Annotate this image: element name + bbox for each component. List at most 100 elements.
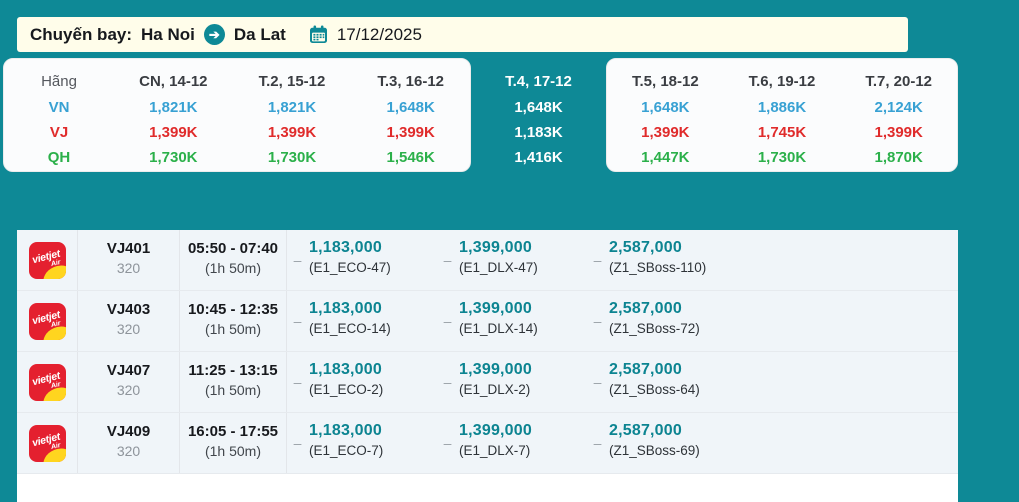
fare-price: 2,587,000: [609, 422, 682, 439]
fare-option[interactable]: – 2,587,000 (Z1_SBoss-69): [591, 413, 741, 473]
calendar-day-header: T.5, 18-12: [631, 73, 699, 90]
calendar-price: 1,745K: [757, 124, 807, 141]
flight-number: VJ409: [106, 423, 151, 440]
fare-price: 2,587,000: [609, 300, 682, 317]
route-label: Chuyến bay:: [30, 24, 133, 44]
flight-row[interactable]: vietjet Air VJ409 320 16:05 - 17:55 (1h …: [17, 413, 958, 474]
aircraft-type: 320: [116, 321, 141, 337]
airline-logo-cell: vietjet Air: [17, 291, 78, 351]
calendar-day-column[interactable]: T.7, 20-12 2,124K 1,399K 1,870K: [840, 69, 957, 171]
vietjet-logo: vietjet Air: [28, 302, 66, 340]
fare-dash: –: [293, 252, 302, 268]
fare-price: 1,399,000: [459, 300, 532, 317]
fare-detail: 2,587,000 (Z1_SBoss-69): [609, 422, 700, 458]
flight-number-cell: VJ409 320: [78, 413, 180, 473]
calendar-airline-code: QH: [47, 149, 71, 166]
origin-city: Ha Noi: [141, 24, 195, 44]
fare-price: 1,399,000: [459, 422, 532, 439]
flight-list: vietjet Air VJ401 320 05:50 - 07:40 (1h …: [17, 230, 958, 502]
calendar-price: 1,546K: [386, 149, 435, 166]
calendar-price: 1,870K: [874, 149, 923, 166]
calendar-price: 1,821K: [149, 99, 198, 116]
flight-duration: (1h 50m): [204, 382, 262, 398]
calendar-price: 2,124K: [874, 99, 923, 116]
flight-number: VJ401: [106, 240, 151, 257]
calendar-price: 1,183K: [514, 124, 563, 141]
calendar-price: 1,730K: [757, 149, 807, 166]
fare-options: – 1,183,000 (E1_ECO-14) – 1,399,000 (E1_…: [287, 291, 741, 351]
fare-option[interactable]: – 1,399,000 (E1_DLX-7): [441, 413, 591, 473]
flight-number-cell: VJ403 320: [78, 291, 180, 351]
fare-option[interactable]: – 1,399,000 (E1_DLX-2): [441, 352, 591, 412]
fare-dash: –: [593, 313, 602, 329]
fare-options: – 1,183,000 (E1_ECO-7) – 1,399,000 (E1_D…: [287, 413, 741, 473]
fare-class-code: (E1_ECO-47): [309, 260, 391, 275]
aircraft-type: 320: [116, 382, 141, 398]
calendar-day-column[interactable]: T.2, 15-12 1,821K 1,399K 1,730K: [233, 69, 352, 171]
fare-option[interactable]: – 2,587,000 (Z1_SBoss-64): [591, 352, 741, 412]
calendar-price: 1,416K: [514, 149, 563, 166]
calendar-day-column[interactable]: CN, 14-12 1,821K 1,399K 1,730K: [114, 69, 233, 171]
fare-option[interactable]: – 1,399,000 (E1_DLX-47): [441, 230, 591, 290]
airline-logo-cell: vietjet Air: [17, 230, 78, 290]
flight-row[interactable]: vietjet Air VJ407 320 11:25 - 13:15 (1h …: [17, 352, 958, 413]
calendar-icon[interactable]: [309, 25, 328, 44]
airline-logo-cell: vietjet Air: [17, 413, 78, 473]
fare-option[interactable]: – 2,587,000 (Z1_SBoss-72): [591, 291, 741, 351]
fare-option[interactable]: – 1,399,000 (E1_DLX-14): [441, 291, 591, 351]
flight-time: 11:25 - 13:15: [188, 362, 278, 379]
fare-price: 1,183,000: [309, 300, 382, 317]
fare-price: 1,183,000: [309, 239, 382, 256]
fare-price: 1,399,000: [459, 361, 532, 378]
fare-detail: 1,399,000 (E1_DLX-47): [459, 239, 538, 275]
calendar-day-column[interactable]: T.6, 19-12 1,886K 1,745K 1,730K: [724, 69, 841, 171]
calendar-day-column[interactable]: T.4, 17-12 1,648K 1,183K 1,416K: [471, 69, 606, 172]
flight-row[interactable]: vietjet Air VJ401 320 05:50 - 07:40 (1h …: [17, 230, 958, 291]
price-calendar: Hãng VN VJ QH CN, 14-12 1,821K 1,399K 1,730K T.2…: [3, 58, 1019, 172]
selected-date[interactable]: 17/12/2025: [336, 24, 422, 44]
flight-row[interactable]: vietjet Air VJ403 320 10:45 - 12:35 (1h …: [17, 291, 958, 352]
flight-time-cell: 05:50 - 07:40 (1h 50m): [180, 230, 287, 290]
fare-option[interactable]: – 1,183,000 (E1_ECO-2): [291, 352, 441, 412]
fare-option[interactable]: – 1,183,000 (E1_ECO-7): [291, 413, 441, 473]
fare-option[interactable]: – 2,587,000 (Z1_SBoss-110): [591, 230, 741, 290]
calendar-price: 1,399K: [874, 124, 923, 141]
calendar-airline-code: VJ: [49, 124, 69, 141]
fare-class-code: (E1_ECO-2): [309, 382, 384, 397]
flight-time-cell: 11:25 - 13:15 (1h 50m): [180, 352, 287, 412]
flight-duration: (1h 50m): [204, 260, 262, 276]
fare-dash: –: [293, 435, 302, 451]
top-bar: Chuyến bay: Ha Noi ➔ Da Lat 17/12/2025: [0, 0, 1019, 52]
airline-logo-cell: vietjet Air: [17, 352, 78, 412]
flight-number-cell: VJ401 320: [78, 230, 180, 290]
fare-class-code: (Z1_SBoss-110): [609, 260, 707, 275]
calendar-card-right: T.5, 18-12 1,648K 1,399K 1,447K T.6, 19-12 1,…: [606, 58, 958, 172]
flight-number-cell: VJ407 320: [78, 352, 180, 412]
fare-detail: 2,587,000 (Z1_SBoss-64): [609, 361, 700, 397]
fare-class-code: (E1_DLX-7): [459, 443, 531, 458]
fare-detail: 1,183,000 (E1_ECO-7): [309, 422, 383, 458]
fare-option[interactable]: – 1,183,000 (E1_ECO-14): [291, 291, 441, 351]
fare-option[interactable]: – 1,183,000 (E1_ECO-47): [291, 230, 441, 290]
calendar-card-left: Hãng VN VJ QH CN, 14-12 1,821K 1,399K 1,730K T.2…: [3, 58, 471, 172]
fare-detail: 2,587,000 (Z1_SBoss-72): [609, 300, 700, 336]
fare-detail: 1,399,000 (E1_DLX-2): [459, 361, 532, 397]
fare-dash: –: [293, 374, 302, 390]
fare-detail: 1,183,000 (E1_ECO-14): [309, 300, 391, 336]
calendar-day-column[interactable]: T.3, 16-12 1,648K 1,399K 1,546K: [351, 69, 470, 171]
calendar-day-header: T.7, 20-12: [865, 73, 933, 90]
vietjet-logo: vietjet Air: [28, 363, 66, 401]
calendar-day-header: T.6, 19-12: [748, 73, 816, 90]
calendar-day-column[interactable]: T.5, 18-12 1,648K 1,399K 1,447K: [607, 69, 724, 171]
fare-class-code: (Z1_SBoss-64): [609, 382, 700, 397]
fare-dash: –: [443, 435, 452, 451]
fare-class-code: (Z1_SBoss-72): [609, 321, 700, 336]
fare-class-code: (E1_ECO-7): [309, 443, 384, 458]
fare-detail: 1,399,000 (E1_DLX-7): [459, 422, 532, 458]
fare-dash: –: [443, 252, 452, 268]
flight-duration: (1h 50m): [204, 321, 262, 337]
fare-dash: –: [593, 435, 602, 451]
calendar-price: 1,730K: [267, 149, 317, 166]
aircraft-type: 320: [116, 260, 141, 276]
calendar-day-header: T.3, 16-12: [377, 73, 445, 90]
